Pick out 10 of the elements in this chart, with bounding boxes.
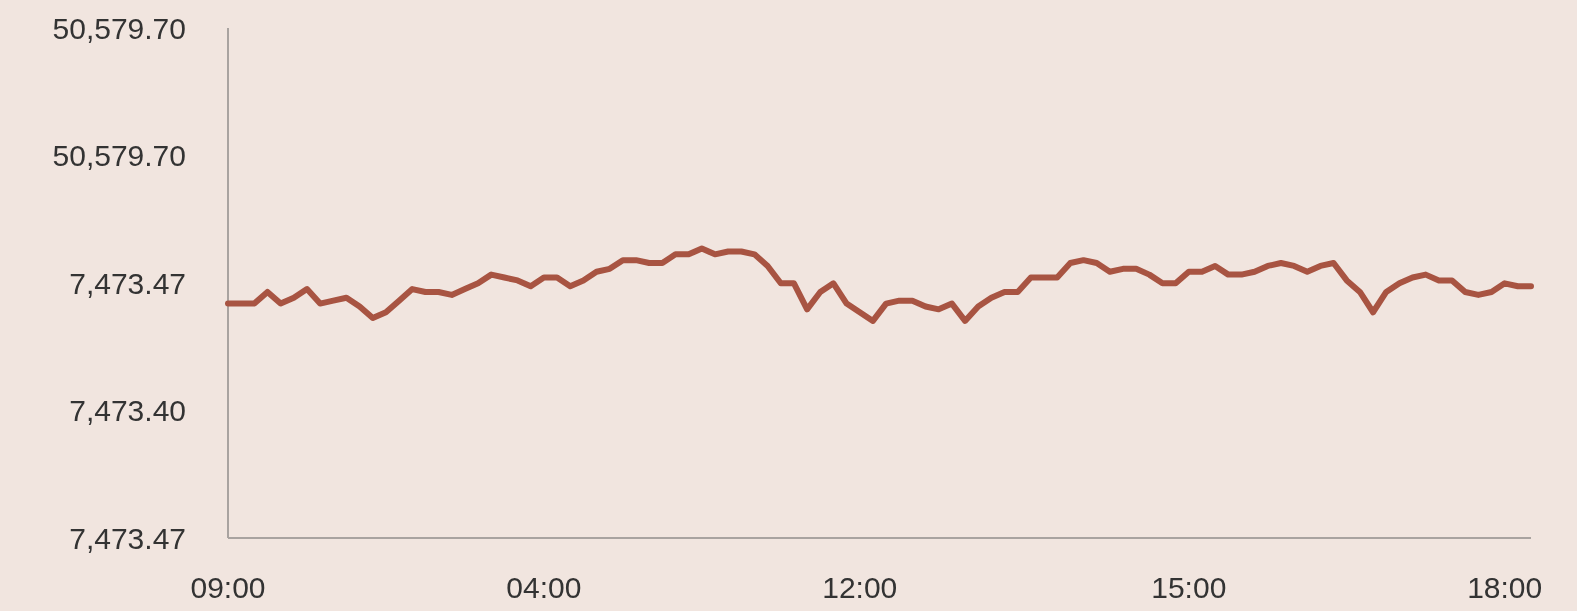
x-tick-label: 12:00 xyxy=(822,571,898,604)
text: 50,579.70 xyxy=(52,139,186,172)
text: 50,579.70 xyxy=(52,11,186,45)
text: 7,473.40 xyxy=(69,394,186,427)
text: 7,473.47 xyxy=(69,521,186,555)
x-tick-label: 04:00 xyxy=(506,571,582,604)
x-tick-label: 18:00 xyxy=(1467,571,1543,604)
x-tick-label: 09:00 xyxy=(190,571,266,604)
text: 7,473.47 xyxy=(69,266,186,300)
x-tick-label: 15:00 xyxy=(1151,571,1227,604)
